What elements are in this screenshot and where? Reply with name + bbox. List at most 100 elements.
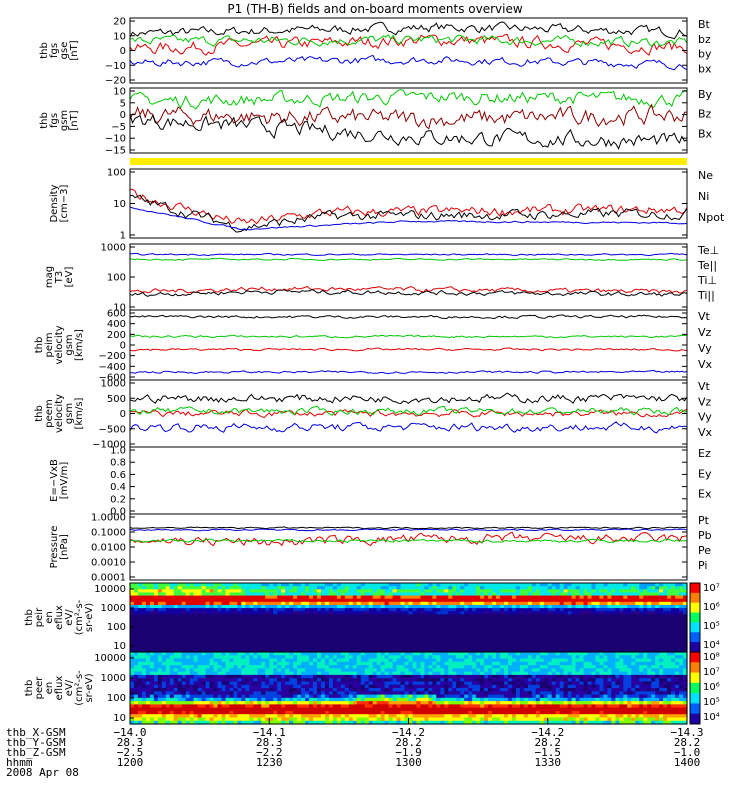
heatmap-cell: [293, 717, 298, 722]
heatmap-cell: [320, 611, 326, 615]
heatmap-cell: [257, 623, 262, 628]
heatmap-cell: [420, 648, 426, 653]
heatmap-cell: [547, 604, 553, 609]
heatmap-cell: [233, 642, 239, 647]
heatmap-cell: [392, 614, 398, 619]
heatmap-cell: [245, 617, 250, 622]
heatmap-cell: [269, 589, 274, 594]
heatmap-cell: [189, 674, 195, 679]
heatmap-cell: [368, 601, 374, 606]
heatmap-cell: [679, 595, 684, 600]
heatmap-cell: [221, 633, 227, 637]
heatmap-cell: [137, 617, 143, 622]
heatmap-cell: [245, 611, 250, 615]
heatmap-cell: [567, 617, 573, 622]
heatmap-cell: [173, 639, 179, 644]
heatmap-cell: [189, 648, 195, 653]
heatmap-cell: [217, 658, 223, 663]
heatmap-cell: [332, 595, 338, 600]
heatmap-cell: [364, 665, 370, 669]
heatmap-cell: [297, 626, 302, 631]
heatmap-cell: [448, 645, 453, 650]
heatmap-cell: [169, 671, 175, 676]
heatmap-cell: [420, 674, 426, 679]
heatmap-cell: [205, 583, 211, 587]
heatmap-cell: [316, 717, 322, 722]
heatmap-cell: [679, 598, 684, 603]
heatmap-cell: [269, 671, 274, 676]
heatmap-cell: [289, 645, 294, 650]
heatmap-cell: [313, 604, 318, 609]
heatmap-cell: [344, 691, 350, 696]
heatmap-cell: [364, 595, 370, 600]
heatmap-cell: [332, 633, 338, 637]
heatmap-cell: [500, 586, 505, 590]
heatmap-cell: [587, 642, 593, 647]
heatmap-cell: [372, 681, 378, 686]
heatmap-cell: [221, 704, 227, 709]
heatmap-cell: [233, 630, 239, 634]
heatmap-cell: [301, 697, 306, 702]
heatmap-cell: [130, 583, 135, 587]
heatmap-cell: [484, 626, 489, 631]
heatmap-cell: [269, 665, 274, 669]
heatmap-cell: [133, 642, 139, 647]
heatmap-cell: [177, 642, 183, 647]
heatmap-cell: [515, 630, 521, 634]
heatmap-cell: [380, 668, 386, 673]
heatmap-cell: [181, 658, 187, 663]
heatmap-cell: [324, 665, 330, 669]
heatmap-cell: [233, 614, 239, 619]
heatmap-cell: [253, 717, 258, 722]
heatmap-cell: [297, 658, 302, 663]
heatmap-cell: [364, 583, 370, 587]
heatmap-cell: [376, 636, 382, 641]
heatmap-cell: [360, 604, 366, 609]
heatmap-cell: [185, 604, 191, 609]
heatmap-cell: [285, 598, 290, 603]
heatmap-cell: [277, 668, 282, 673]
heatmap-cell: [249, 598, 254, 603]
heatmap-cell: [344, 674, 350, 679]
heatmap-cell: [277, 655, 282, 660]
heatmap-cell: [241, 720, 246, 725]
heatmap-cell: [484, 642, 489, 647]
heatmap-cell: [201, 678, 207, 683]
heatmap-cell: [344, 642, 350, 647]
heatmap-cell: [519, 604, 525, 609]
heatmap-cell: [265, 608, 270, 612]
heatmap-cell: [468, 642, 473, 647]
heatmap-cell: [356, 633, 362, 637]
heatmap-cell: [400, 620, 406, 625]
heatmap-cell: [583, 633, 589, 637]
heatmap-cell: [352, 665, 358, 669]
heatmap-cell: [428, 592, 433, 597]
heatmap-cell: [643, 639, 648, 644]
heatmap-cell: [575, 595, 581, 600]
heatmap-cell: [289, 639, 294, 644]
heatmap-cell: [352, 681, 358, 686]
heatmap-cell: [392, 668, 398, 673]
heatmap-cell: [309, 697, 314, 702]
heatmap-cell: [352, 668, 358, 673]
heatmap-cell: [436, 633, 441, 637]
heatmap-cell: [197, 681, 203, 686]
heatmap-cell: [675, 604, 680, 609]
heatmap-cell: [324, 636, 330, 641]
heatmap-cell: [217, 614, 223, 619]
heatmap-cell: [133, 608, 139, 612]
heatmap-cell: [173, 595, 179, 600]
heatmap-cell: [173, 658, 179, 663]
heatmap-cell: [157, 633, 163, 637]
heatmap-cell: [344, 697, 350, 702]
heatmap-cell: [245, 626, 250, 631]
heatmap-cell: [412, 717, 418, 722]
heatmap-cell: [400, 592, 406, 597]
heatmap-cell: [591, 601, 597, 606]
heatmap-cell: [583, 586, 589, 590]
heatmap-cell: [261, 717, 266, 722]
heatmap-cell: [667, 623, 672, 628]
heatmap-cell: [575, 611, 581, 615]
y-tick-label: 600: [107, 309, 126, 320]
heatmap-cell: [301, 694, 306, 699]
